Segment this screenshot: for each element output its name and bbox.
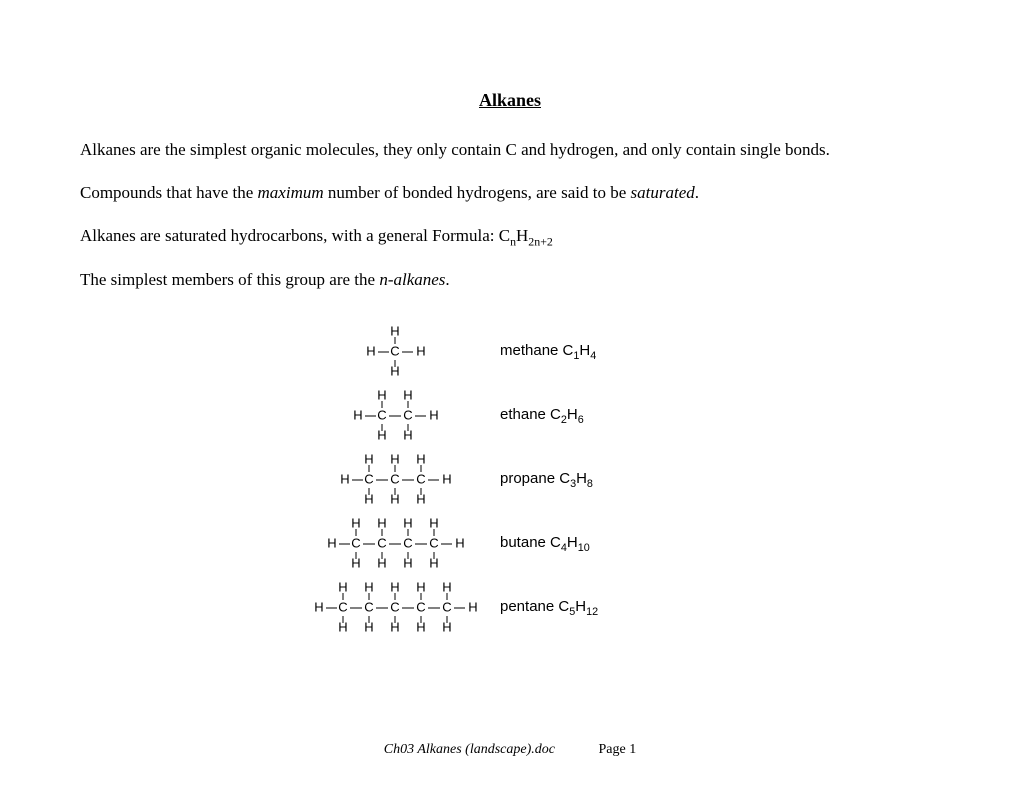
text: Alkanes are saturated hydrocarbons, with… [80,226,510,245]
molecule-row: HCHHHmethane C1H4 [300,322,940,382]
svg-text:C: C [390,600,399,615]
svg-text:C: C [416,472,425,487]
svg-text:H: H [390,452,399,467]
svg-text:C: C [377,408,386,423]
svg-text:H: H [416,620,425,635]
paragraph-3: Alkanes are saturated hydrocarbons, with… [80,225,940,249]
subscript: 2n+2 [528,234,553,248]
svg-text:C: C [403,408,412,423]
svg-text:H: H [416,492,425,507]
svg-text:H: H [338,580,347,595]
svg-text:C: C [429,536,438,551]
svg-text:H: H [429,408,438,423]
page-title: Alkanes [80,90,940,111]
paragraph-4: The simplest members of this group are t… [80,269,940,292]
svg-text:H: H [403,388,412,403]
text-italic: saturated [631,183,695,202]
svg-text:H: H [351,556,360,571]
svg-text:H: H [377,516,386,531]
svg-text:H: H [416,452,425,467]
svg-text:H: H [364,620,373,635]
footer-page-number: Page 1 [599,742,637,757]
page-footer: Ch03 Alkanes (landscape).doc Page 1 [0,742,1020,758]
svg-text:C: C [416,600,425,615]
molecule-structure: HCHHCHHCHHCHHH [300,514,490,574]
svg-text:C: C [403,536,412,551]
footer-filename: Ch03 Alkanes (landscape).doc [384,742,555,757]
svg-text:H: H [403,556,412,571]
svg-text:H: H [403,428,412,443]
document-page: Alkanes Alkanes are the simplest organic… [0,0,1020,638]
svg-text:H: H [364,452,373,467]
svg-text:H: H [377,428,386,443]
molecule-label: ethane C2H6 [500,406,584,426]
svg-text:H: H [468,600,477,615]
svg-text:C: C [351,536,360,551]
paragraph-2: Compounds that have the maximum number o… [80,182,940,205]
molecule-structure: HCHHH [300,322,490,382]
svg-text:H: H [429,516,438,531]
text-italic: maximum [258,183,324,202]
svg-text:H: H [442,472,451,487]
svg-text:H: H [314,600,323,615]
text: H [516,226,528,245]
svg-text:H: H [429,556,438,571]
molecule-row: HCHHCHHHethane C2H6 [300,386,940,446]
molecule-label: pentane C5H12 [500,598,598,618]
text: . [695,183,699,202]
svg-text:H: H [366,344,375,359]
molecule-structure: HCHHCHHH [300,386,490,446]
svg-text:H: H [416,344,425,359]
svg-text:H: H [364,580,373,595]
svg-text:H: H [442,620,451,635]
svg-text:H: H [390,580,399,595]
text: . [445,270,449,289]
text: Compounds that have the [80,183,258,202]
svg-text:H: H [353,408,362,423]
svg-text:H: H [338,620,347,635]
svg-text:H: H [403,516,412,531]
text: number of bonded hydrogens, are said to … [324,183,631,202]
svg-text:H: H [455,536,464,551]
text-italic: n-alkanes [379,270,445,289]
molecule-row: HCHHCHHCHHCHHCHHHpentane C5H12 [300,578,940,638]
svg-text:C: C [364,600,373,615]
molecule-structure: HCHHCHHCHHCHHCHHH [300,578,490,638]
molecule-label: methane C1H4 [500,342,596,362]
molecule-label: propane C3H8 [500,470,593,490]
svg-text:C: C [338,600,347,615]
molecule-structure: HCHHCHHCHHH [300,450,490,510]
svg-text:H: H [390,492,399,507]
svg-text:H: H [377,388,386,403]
svg-text:H: H [416,580,425,595]
paragraph-1: Alkanes are the simplest organic molecul… [80,139,940,162]
svg-text:H: H [390,324,399,339]
molecule-row: HCHHCHHCHHHpropane C3H8 [300,450,940,510]
svg-text:C: C [377,536,386,551]
svg-text:C: C [442,600,451,615]
svg-text:H: H [377,556,386,571]
svg-text:H: H [327,536,336,551]
svg-text:C: C [390,344,399,359]
svg-text:C: C [364,472,373,487]
svg-text:H: H [364,492,373,507]
svg-text:H: H [340,472,349,487]
molecule-label: butane C4H10 [500,534,590,554]
svg-text:C: C [390,472,399,487]
text: The simplest members of this group are t… [80,270,379,289]
svg-text:H: H [390,364,399,379]
molecule-row: HCHHCHHCHHCHHHbutane C4H10 [300,514,940,574]
svg-text:H: H [442,580,451,595]
svg-text:H: H [351,516,360,531]
svg-text:H: H [390,620,399,635]
molecule-diagram-block: HCHHHmethane C1H4HCHHCHHHethane C2H6HCHH… [300,322,940,638]
